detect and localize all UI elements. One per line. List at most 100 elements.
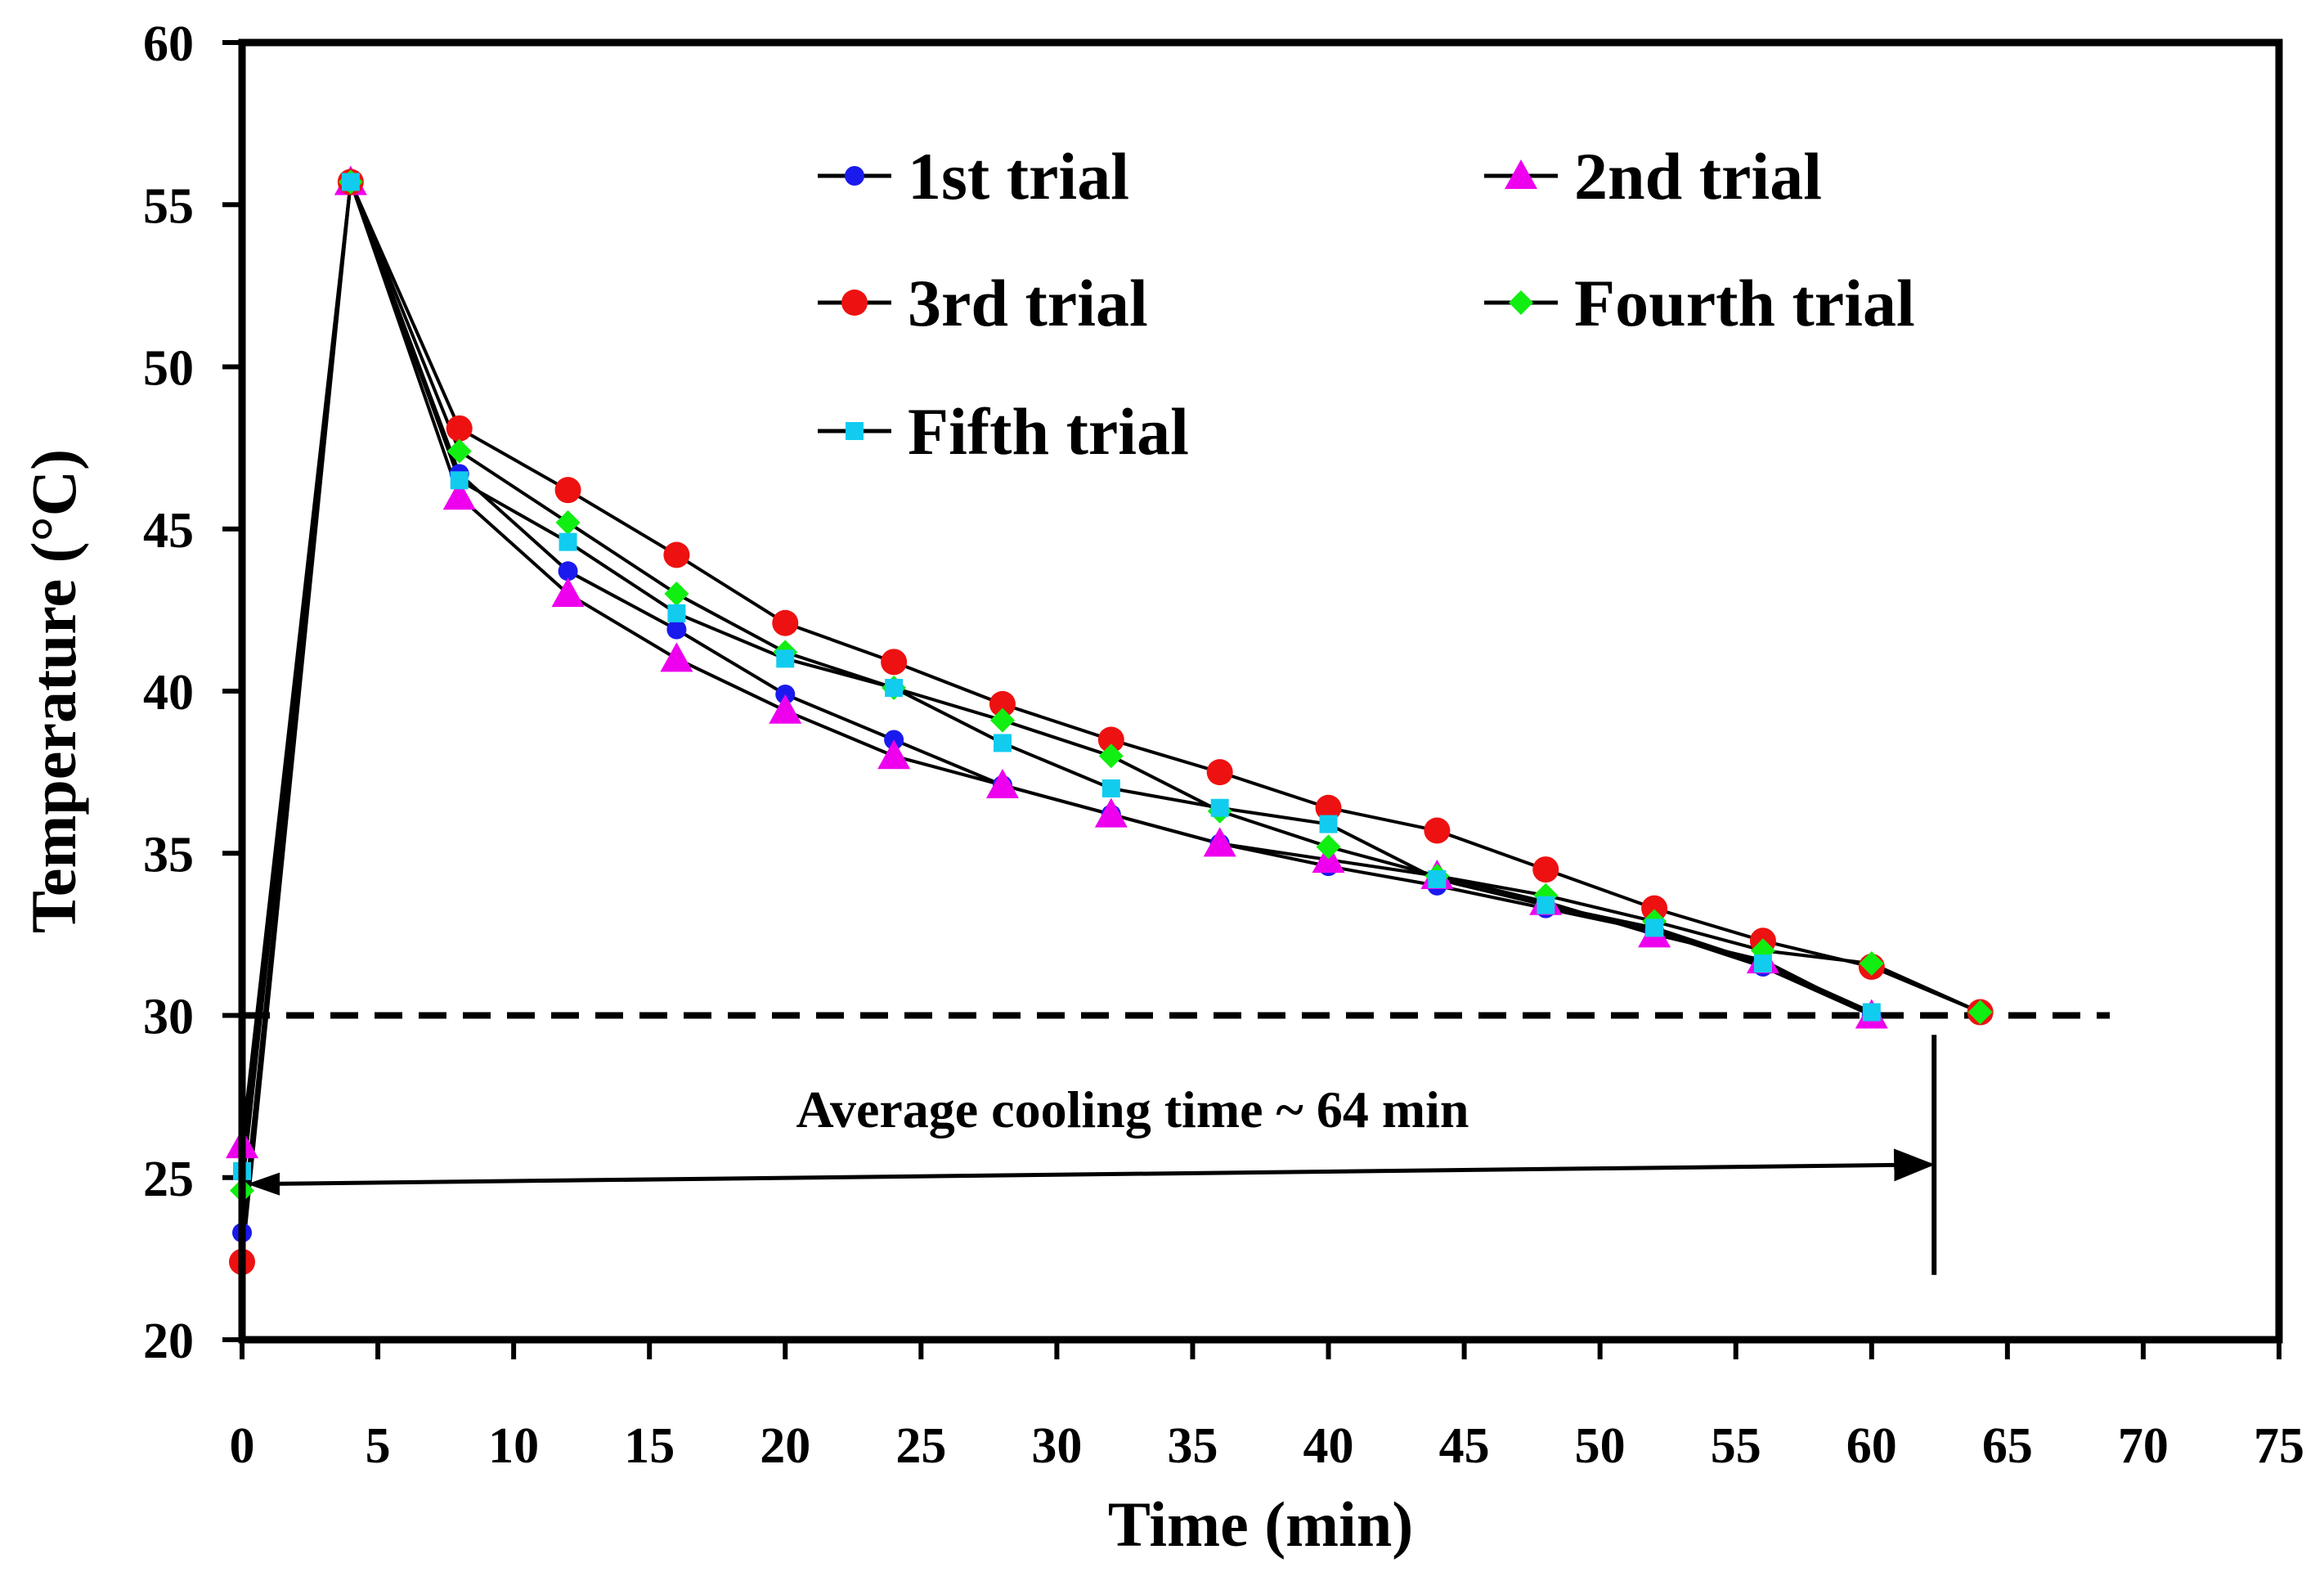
y-tick-label: 25 <box>143 1152 194 1207</box>
legend-label: 2nd trial <box>1574 139 1822 213</box>
axis-ticks <box>222 40 2281 1359</box>
legend-marker <box>1509 290 1533 315</box>
data-point <box>1315 794 1342 821</box>
legend-item-fourth-trial: Fourth trial <box>1484 266 1915 340</box>
data-point <box>664 582 689 607</box>
data-point <box>1319 815 1338 833</box>
data-point <box>985 768 1019 798</box>
series-markers-fifth-trial <box>233 173 1881 1180</box>
data-point <box>446 438 472 464</box>
data-point <box>1537 896 1555 914</box>
data-point <box>1203 827 1236 857</box>
tick-labels: 0 5 10 15 20 25 30 35 40 45 50 55 60 65 70 75 20 25 30 35 40… <box>143 16 2304 1474</box>
data-point <box>776 649 795 668</box>
legend-item-3rd-trial: 3rd trial <box>818 266 1148 340</box>
data-point <box>551 577 585 608</box>
data-point <box>558 561 578 582</box>
cooling-time-arrow <box>253 1148 1936 1187</box>
data-point <box>769 694 802 724</box>
data-point <box>666 619 687 640</box>
legend-label: 3rd trial <box>908 266 1148 340</box>
data-point <box>1316 834 1341 860</box>
arrow-left-head <box>247 1172 280 1196</box>
data-point <box>993 734 1012 752</box>
legend-marker <box>846 422 864 440</box>
data-point <box>341 173 360 191</box>
legend-label: Fifth trial <box>908 394 1189 469</box>
legend-item-1st-trial: 1st trial <box>818 139 1129 213</box>
data-point <box>1097 726 1124 753</box>
x-tick-label: 45 <box>1439 1418 1490 1474</box>
legend-label: Fourth trial <box>1574 266 1915 340</box>
data-point <box>1859 951 1884 977</box>
y-axis-title: Temperature (°C) <box>18 449 89 933</box>
series-fifth-trial <box>240 181 1873 1172</box>
y-tick-label: 40 <box>143 665 194 721</box>
data-point <box>1206 759 1233 786</box>
data-point <box>1098 743 1124 769</box>
x-tick-label: 55 <box>1711 1418 1761 1474</box>
data-point <box>660 642 693 672</box>
legend-item-2nd-trial: 2nd trial <box>1484 139 1822 213</box>
legend-label: 1st trial <box>908 139 1129 213</box>
data-point <box>1967 999 1993 1025</box>
y-tick-label: 50 <box>143 341 194 397</box>
y-tick-label: 30 <box>143 990 194 1045</box>
data-point <box>559 532 577 551</box>
data-point <box>446 415 473 442</box>
y-tick-label: 55 <box>143 178 194 234</box>
legend-marker <box>845 166 864 186</box>
data-point <box>877 739 911 770</box>
x-tick-label: 75 <box>2254 1418 2304 1474</box>
data-point <box>1645 919 1664 937</box>
plot-frame <box>238 38 2283 1344</box>
x-tick-label: 35 <box>1167 1418 1218 1474</box>
x-axis-title: Time (min) <box>1108 1489 1413 1560</box>
y-tick-label: 20 <box>143 1314 194 1369</box>
x-tick-label: 0 <box>230 1418 255 1474</box>
data-point <box>1210 798 1229 817</box>
data-point <box>885 679 904 698</box>
data-point <box>1641 895 1668 922</box>
data-point <box>1094 797 1128 828</box>
legend-marker <box>1505 159 1537 189</box>
legend-item-fifth-trial: Fifth trial <box>818 394 1189 469</box>
x-tick-label: 10 <box>488 1418 539 1474</box>
y-tick-label: 35 <box>143 827 194 883</box>
data-point <box>1753 954 1772 973</box>
x-tick-label: 60 <box>1846 1418 1897 1474</box>
data-point <box>881 649 908 676</box>
data-point <box>667 604 686 622</box>
data-point <box>442 480 476 510</box>
x-tick-label: 65 <box>1982 1418 2033 1474</box>
data-point <box>1101 779 1120 797</box>
cooling-time-label: Average cooling time ~ 64 min <box>796 1080 1469 1139</box>
x-tick-label: 20 <box>760 1418 810 1474</box>
data-point <box>1424 817 1451 844</box>
data-point <box>450 471 469 490</box>
data-point <box>989 690 1016 717</box>
annotation-group: Average cooling time ~ 64 min <box>247 1035 1937 1275</box>
x-tick-label: 25 <box>895 1418 946 1474</box>
x-tick-label: 70 <box>2118 1418 2169 1474</box>
data-point <box>1862 1003 1881 1022</box>
data-point <box>554 477 581 504</box>
x-tick-label: 30 <box>1031 1418 1082 1474</box>
y-tick-label: 60 <box>143 16 194 72</box>
data-point <box>1428 869 1447 888</box>
data-point <box>1532 856 1559 883</box>
legend-marker <box>841 290 868 316</box>
x-tick-label: 50 <box>1575 1418 1626 1474</box>
data-point <box>772 609 799 636</box>
legend: 1st trial 2nd trial 3rd trial Fourth trial F… <box>818 139 1915 469</box>
x-tick-label: 5 <box>366 1418 391 1474</box>
series-line-fifth-trial <box>240 181 1873 1172</box>
data-point <box>663 541 690 568</box>
y-tick-label: 45 <box>143 503 194 559</box>
x-tick-label: 15 <box>624 1418 675 1474</box>
x-tick-label: 40 <box>1303 1418 1354 1474</box>
series-group <box>226 165 1994 1275</box>
data-point <box>555 510 581 535</box>
data-point <box>989 707 1015 733</box>
